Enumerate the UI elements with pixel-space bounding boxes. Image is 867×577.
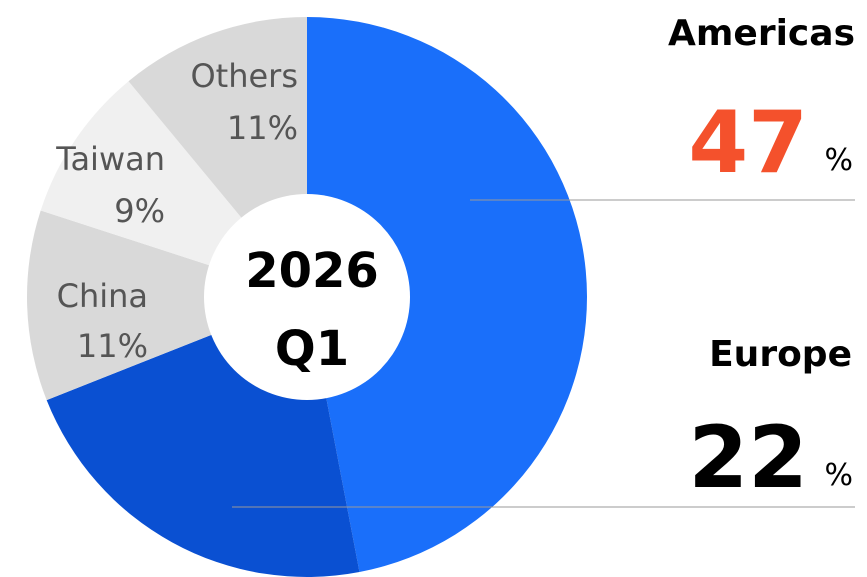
slice [26,210,307,401]
callout-label: Americas [668,13,855,54]
callout-value: 47 [688,93,808,193]
center-label: Q1 [275,321,349,377]
slice [307,17,587,573]
slice-label: China [57,277,148,315]
slice-value-label: 11% [227,109,298,147]
callout-value: 22 [688,408,808,508]
callout-label: Europe [709,334,852,375]
center-label: 2026 [245,243,379,299]
callout-unit: % [824,458,853,493]
slice-value-label: 9% [114,192,165,230]
donut-hole [204,194,410,400]
slice-label: Taiwan [55,140,165,178]
slice-label: Others [190,57,298,95]
callout-unit: % [824,143,853,178]
slice-value-label: 11% [77,327,148,365]
